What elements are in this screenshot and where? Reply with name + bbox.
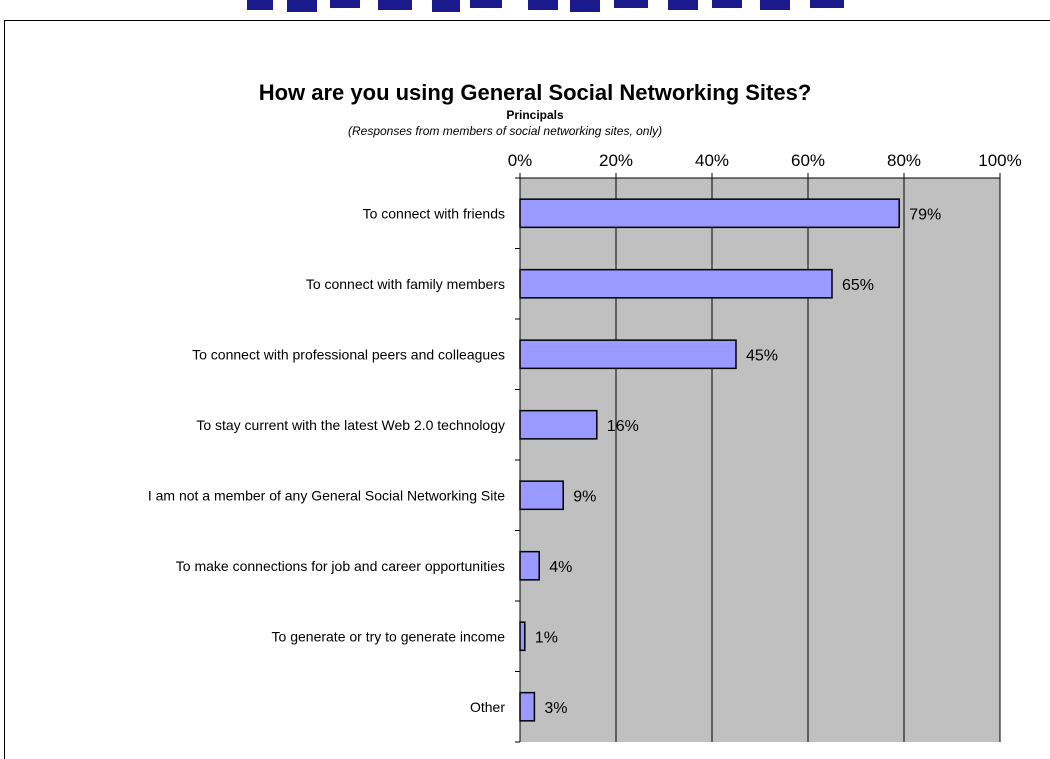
chart-title: How are you using General Social Network…: [258, 80, 812, 105]
x-tick-label: 80%: [887, 151, 921, 170]
category-label: Other: [470, 699, 505, 715]
chart-subtitle: Principals: [506, 108, 564, 122]
data-label: 3%: [544, 700, 567, 717]
bar: [519, 198, 900, 229]
data-label: 16%: [607, 418, 639, 435]
category-label: To connect with professional peers and c…: [192, 346, 505, 362]
category-label: To generate or try to generate income: [272, 628, 506, 644]
chart-note: (Responses from members of social networ…: [348, 124, 663, 138]
bar: [519, 550, 540, 581]
bar: [519, 480, 564, 511]
x-tick-label: 0%: [508, 151, 533, 170]
data-label: 45%: [746, 347, 778, 364]
x-tick-label: 60%: [791, 151, 825, 170]
x-tick-label: 40%: [695, 151, 729, 170]
data-label: 79%: [909, 206, 941, 223]
data-label: 4%: [549, 559, 572, 576]
category-label: To connect with friends: [363, 205, 505, 221]
bar: [519, 268, 833, 299]
data-label: 1%: [535, 629, 558, 646]
category-label: To make connections for job and career o…: [176, 558, 505, 574]
plot-area: [520, 178, 1000, 742]
top-banner-fragment: [0, 0, 1050, 20]
bar: [519, 339, 737, 370]
bar: [519, 691, 536, 722]
chart-frame: [4, 20, 1050, 759]
data-label: 65%: [842, 277, 874, 294]
x-tick-label: 20%: [599, 151, 633, 170]
category-label: To connect with family members: [306, 276, 505, 292]
x-tick-label: 100%: [978, 151, 1021, 170]
data-label: 9%: [573, 488, 596, 505]
bar: [519, 621, 526, 652]
category-label: I am not a member of any General Social …: [148, 487, 505, 503]
category-label: To stay current with the latest Web 2.0 …: [196, 417, 505, 433]
bar: [519, 409, 598, 440]
